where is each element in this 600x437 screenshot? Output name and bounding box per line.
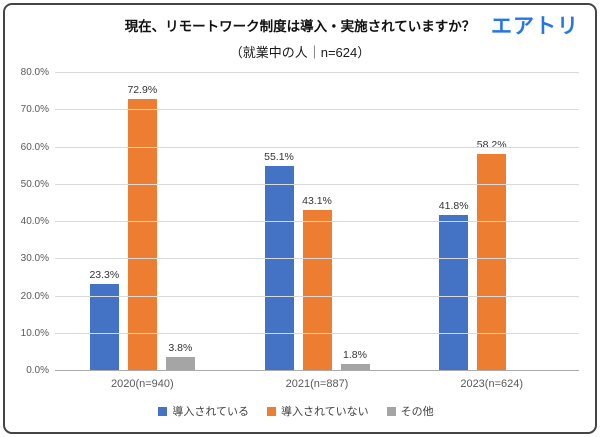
gridline — [55, 332, 579, 334]
bar-導入されていない — [302, 210, 332, 371]
y-tick-label: 50.0% — [20, 178, 49, 190]
bar-group: 41.8% 58.2% — [404, 73, 579, 371]
legend-swatch — [386, 406, 396, 416]
gridline — [55, 221, 579, 222]
x-axis-line — [55, 370, 579, 371]
x-category-label: 2020(n=940) — [110, 378, 174, 390]
y-tick-label: 10.0% — [20, 327, 49, 339]
gridline — [55, 146, 579, 148]
legend-item-導入されている: 導入されている — [158, 403, 249, 419]
bar-group: 55.1% 43.1% 1.8% — [230, 73, 405, 371]
bar-value-label: 55.1% — [264, 150, 294, 163]
legend-label: 導入されている — [172, 406, 249, 418]
bar-value-label: 3.8% — [168, 341, 193, 354]
gridline — [55, 295, 579, 297]
bar-導入されていない — [477, 154, 507, 371]
chart-header: 現在、リモートワーク制度は導入・実施されていますか？ エアトリ （就業中の人｜n… — [5, 5, 595, 61]
x-category-label: 2021(n=887) — [285, 378, 349, 390]
legend-item-その他: その他 — [386, 403, 434, 419]
legend-item-導入されていない: 導入されていない — [267, 403, 369, 419]
bar-value-label: 1.8% — [343, 349, 367, 362]
y-tick-label: 70.0% — [20, 104, 49, 116]
bar-slot: 43.1% — [302, 73, 332, 371]
bar-group: 23.3% 72.9% 3.8% — [55, 73, 230, 371]
bar-value-label: 41.8% — [438, 200, 469, 213]
gridline — [55, 109, 579, 111]
y-tick-label: 20.0% — [20, 290, 49, 302]
bar-value-label: 58.2% — [476, 139, 507, 152]
bar-導入されている — [264, 165, 294, 371]
legend-label: その他 — [400, 406, 434, 418]
bar-slot: 41.8% — [438, 73, 469, 371]
bar-その他 — [340, 364, 370, 371]
bar-chart: 0.0% 10.0% 20.0% 30.0% 40.0% 50.0% 60.0% 70.0% 8… — [13, 67, 579, 419]
legend-label: 導入されていない — [281, 406, 369, 418]
bar-groups: 23.3% 72.9% 3.8% 55.1% 43.1% 1.8% 41.8% 58.2% — [55, 73, 579, 371]
y-axis: 0.0% 10.0% 20.0% 30.0% 40.0% 50.0% 60.0% 70.0% 8… — [13, 67, 55, 376]
gridline — [55, 183, 579, 185]
legend-swatch — [267, 406, 276, 416]
bar-導入されている — [89, 284, 119, 371]
chart-title: 現在、リモートワーク制度は導入・実施されていますか？ — [124, 19, 476, 34]
y-tick-label: 80.0% — [20, 67, 49, 78]
bar-その他 — [165, 356, 195, 371]
chart-row: 0.0% 10.0% 20.0% 30.0% 40.0% 50.0% 60.0% 70.0% 8… — [13, 67, 579, 376]
bar-導入されていない — [127, 99, 157, 371]
y-tick-label: 40.0% — [20, 216, 49, 227]
bar-value-label: 72.9% — [127, 84, 158, 97]
bar-value-label: 23.3% — [89, 269, 120, 282]
bar-slot: 23.3% — [89, 73, 120, 371]
bar-slot — [515, 73, 544, 371]
bar-slot: 1.8% — [340, 73, 370, 371]
legend: 導入されている 導入されていない その他 — [13, 403, 579, 419]
x-category-label: 2023(n=624) — [460, 378, 524, 390]
y-tick-label: 0.0% — [26, 365, 49, 376]
chart-card: 現在、リモートワーク制度は導入・実施されていますか？ エアトリ （就業中の人｜n… — [3, 3, 597, 434]
y-tick-label: 30.0% — [20, 253, 49, 265]
y-tick-label: 60.0% — [20, 141, 49, 153]
bar-導入されている — [439, 215, 469, 371]
bar-slot: 3.8% — [165, 73, 195, 371]
gridline — [55, 258, 579, 260]
bar-slot: 72.9% — [127, 73, 158, 371]
x-axis: 2020(n=940) 2021(n=887) 2023(n=624) — [55, 371, 579, 390]
chart-subtitle: （就業中の人｜n=624） — [229, 45, 371, 60]
airtrip-logo: エアトリ — [491, 15, 579, 38]
bar-slot: 55.1% — [264, 73, 294, 371]
bar-value-label: 43.1% — [302, 195, 332, 208]
gridline — [55, 72, 579, 73]
legend-swatch — [158, 406, 168, 416]
plot-area: 23.3% 72.9% 3.8% 55.1% 43.1% 1.8% 41.8% 58.2% — [55, 72, 579, 371]
bar-slot: 58.2% — [476, 73, 507, 371]
